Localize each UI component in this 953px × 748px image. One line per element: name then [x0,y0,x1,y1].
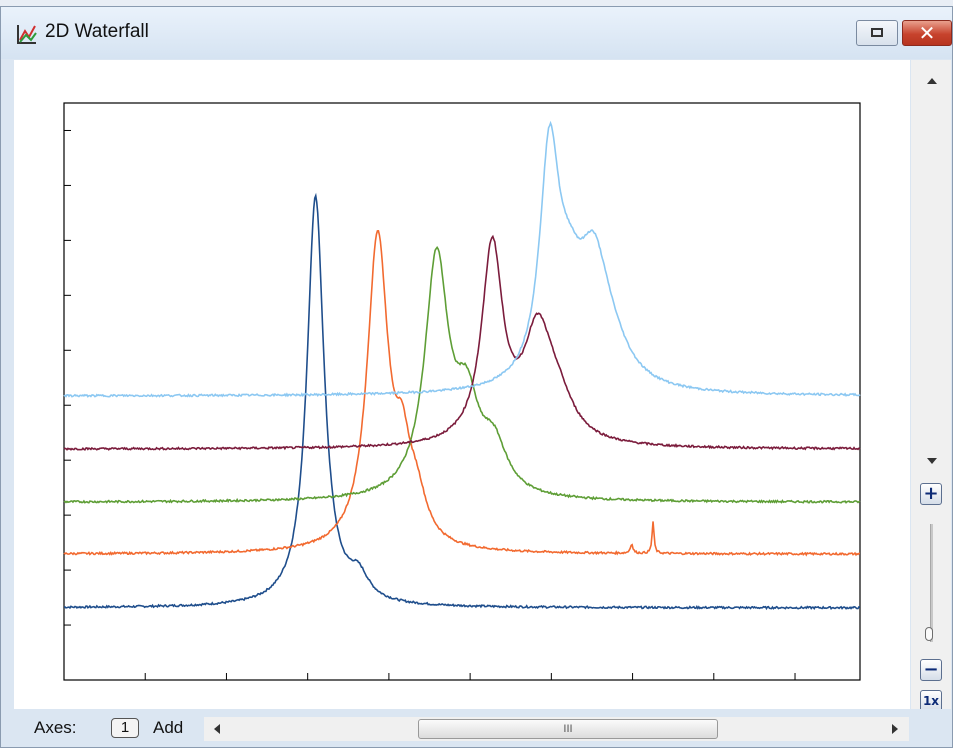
series-line-2 [63,230,861,557]
vertical-scrollbar[interactable]: + − 1x [911,60,951,712]
series-line-4 [63,234,861,451]
series-line-1 [63,192,861,611]
axes-count-button[interactable]: 1 [111,718,139,738]
zoom-slider-track[interactable] [930,524,933,642]
plot-area[interactable] [14,60,910,709]
window-title: 2D Waterfall [45,21,149,42]
axes-label: Axes: [34,718,77,737]
arrow-down-icon[interactable] [927,458,937,464]
horizontal-scrollbar[interactable]: III [204,717,909,741]
zoom-in-button[interactable]: + [920,483,942,505]
series-line-5 [63,120,861,398]
series-line-3 [63,245,861,504]
arrow-left-icon[interactable] [214,724,220,734]
restore-icon [871,28,883,37]
horizontal-scroll-thumb[interactable]: III [418,719,718,739]
restore-button[interactable] [856,20,898,46]
bottom-bar: Axes: 1 Add III [1,709,952,747]
close-icon: ✕ [918,21,936,45]
waterfall-chart[interactable] [14,60,910,709]
waterfall-chart-icon [17,25,37,44]
title-bar[interactable]: 2D Waterfall ✕ [1,7,952,59]
arrow-right-icon[interactable] [892,724,898,734]
close-button[interactable]: ✕ [902,20,952,46]
zoom-out-button[interactable]: − [920,659,942,681]
arrow-up-icon[interactable] [927,78,937,84]
waterfall-window: 2D Waterfall ✕ + − 1x Axes: 1 Add III [0,6,953,748]
zoom-slider-thumb[interactable] [925,627,933,641]
add-axes-button[interactable]: Add [153,718,184,737]
plot-frame [63,102,861,681]
